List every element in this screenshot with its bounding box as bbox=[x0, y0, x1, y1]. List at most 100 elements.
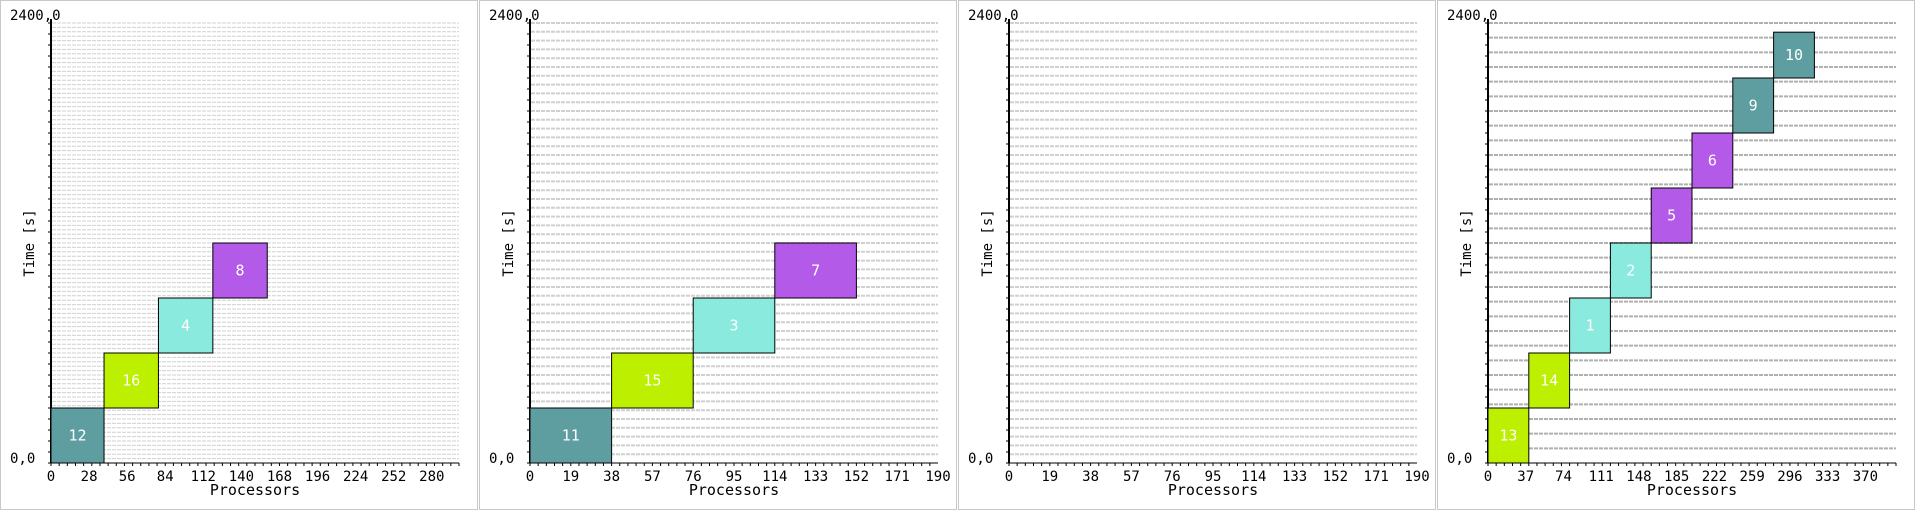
task-label: 5 bbox=[1667, 207, 1676, 225]
x-tick-label: 296 bbox=[1777, 469, 1802, 485]
task-label: 12 bbox=[68, 427, 86, 445]
task-block bbox=[1487, 407, 1530, 464]
origin-label: 0,0 bbox=[1447, 451, 1472, 467]
x-tick-label: 38 bbox=[1082, 469, 1099, 485]
task-label: 8 bbox=[236, 262, 245, 280]
x-tick-label: 148 bbox=[1626, 469, 1651, 485]
task-block bbox=[1609, 242, 1652, 299]
task-block bbox=[1528, 352, 1571, 409]
x-tick-label: 111 bbox=[1589, 469, 1614, 485]
x-axis-title: Processors bbox=[210, 481, 300, 499]
y-axis-title: Time [s] bbox=[22, 209, 38, 276]
gantt-chart-4: 0 37 74 111 148 185 222 259 296 333 3702400,00,0Pr… bbox=[1447, 8, 1897, 499]
task-block bbox=[1691, 132, 1734, 189]
x-tick-label: 224 bbox=[343, 469, 368, 485]
task-block bbox=[1569, 297, 1611, 354]
x-tick-label: 140 bbox=[229, 469, 254, 485]
task-label: 15 bbox=[643, 372, 661, 390]
y-top-label: 2400,0 bbox=[968, 8, 1019, 24]
x-tick-label: 0 bbox=[47, 469, 55, 485]
task-block bbox=[774, 242, 857, 299]
x-tick-label: 190 bbox=[925, 469, 950, 485]
x-tick-label: 171 bbox=[885, 469, 910, 485]
origin-label: 0,0 bbox=[968, 451, 993, 467]
x-tick-label: 57 bbox=[1123, 469, 1140, 485]
x-tick-label: 152 bbox=[844, 469, 869, 485]
x-tick-label: 152 bbox=[1323, 469, 1348, 485]
x-axis-title: Processors bbox=[1168, 481, 1258, 499]
x-tick-label: 38 bbox=[603, 469, 620, 485]
x-tick-label: 252 bbox=[381, 469, 406, 485]
gantt-panel-1: 0 28 56 84 112 140 168 196 224 252 280 2400,0 0,0 Pro… bbox=[0, 0, 478, 510]
x-tick-label: 95 bbox=[1205, 469, 1222, 485]
x-tick-label: 133 bbox=[1282, 469, 1307, 485]
origin-label: 0,0 bbox=[489, 451, 514, 467]
task-label: 1 bbox=[1585, 317, 1594, 335]
task-block bbox=[1732, 77, 1775, 134]
task-block bbox=[1773, 31, 1815, 79]
x-tick-label: 370 bbox=[1853, 469, 1878, 485]
x-axis-title: Processors bbox=[689, 481, 779, 499]
x-tick-label: 0 bbox=[1484, 469, 1492, 485]
x-tick-label: 114 bbox=[1241, 469, 1266, 485]
x-tick-label: 76 bbox=[685, 469, 702, 485]
task-block bbox=[692, 297, 776, 354]
x-tick-label: 37 bbox=[1517, 469, 1534, 485]
task-label: 4 bbox=[181, 317, 190, 335]
y-axis-title: Time [s] bbox=[1459, 209, 1475, 276]
task-label: 16 bbox=[122, 372, 140, 390]
task-block bbox=[103, 352, 159, 409]
gantt-panel-4: 0 37 74 111 148 185 222 259 296 333 370 2400,0 0,0 Pr… bbox=[1437, 0, 1915, 510]
x-tick-label: 133 bbox=[803, 469, 828, 485]
x-tick-label: 333 bbox=[1815, 469, 1840, 485]
task-label: 2 bbox=[1626, 262, 1635, 280]
task-block bbox=[611, 352, 694, 409]
x-tick-label: 0 bbox=[1005, 469, 1013, 485]
gantt-chart-1: 0 28 56 84 112 140 168 196 224 252 2802400,00,0Pro… bbox=[10, 8, 460, 499]
y-top-label: 2400,0 bbox=[489, 8, 540, 24]
x-tick-label: 74 bbox=[1555, 469, 1572, 485]
x-tick-label: 112 bbox=[191, 469, 216, 485]
x-tick-label: 95 bbox=[726, 469, 743, 485]
y-top-label: 2400,0 bbox=[1447, 8, 1498, 24]
y-top-label: 2400,0 bbox=[10, 8, 61, 24]
x-tick-label: 185 bbox=[1664, 469, 1689, 485]
x-tick-label: 259 bbox=[1740, 469, 1765, 485]
task-block bbox=[212, 242, 268, 299]
x-tick-label: 84 bbox=[157, 469, 174, 485]
task-label: 7 bbox=[811, 262, 820, 280]
gantt-panel-2: 0 19 38 57 76 95 114 133 152 171 190 2400,0 0,0 Proce… bbox=[479, 0, 957, 510]
x-axis-title: Processors bbox=[1647, 481, 1737, 499]
x-tick-label: 168 bbox=[267, 469, 292, 485]
task-block bbox=[50, 407, 105, 464]
task-block bbox=[157, 297, 214, 354]
x-tick-label: 280 bbox=[419, 469, 444, 485]
x-tick-label: 28 bbox=[81, 469, 98, 485]
task-block bbox=[529, 407, 613, 464]
origin-label: 0,0 bbox=[10, 451, 35, 467]
gantt-chart-3: 0 19 38 57 76 95 114 133 152 171 190 2400,0 0,0 Proce… bbox=[968, 8, 1430, 499]
gantt-panel-3: 0 19 38 57 76 95 114 133 152 171 190 2400,0 0,0 Proce… bbox=[958, 0, 1436, 510]
x-tick-label: 57 bbox=[644, 469, 661, 485]
gantt-chart-2: 0 19 38 57 76 95 114 133 152 171 190 2400,0 0,0 Proce… bbox=[489, 8, 951, 499]
task-label: 6 bbox=[1708, 152, 1717, 170]
x-tick-label: 76 bbox=[1164, 469, 1181, 485]
y-axis-title: Time [s] bbox=[980, 209, 996, 276]
task-block bbox=[1650, 187, 1693, 244]
task-label: 11 bbox=[562, 427, 580, 445]
x-tick-label: 114 bbox=[762, 469, 787, 485]
task-label: 14 bbox=[1540, 372, 1558, 390]
task-label: 10 bbox=[1785, 46, 1803, 64]
task-label: 3 bbox=[729, 317, 738, 335]
x-tick-label: 0 bbox=[526, 469, 534, 485]
y-axis-title: Time [s] bbox=[501, 209, 517, 276]
task-label: 9 bbox=[1749, 97, 1758, 115]
x-tick-label: 222 bbox=[1702, 469, 1727, 485]
x-tick-label: 19 bbox=[1041, 469, 1058, 485]
x-tick-label: 56 bbox=[119, 469, 136, 485]
task-label: 13 bbox=[1499, 427, 1517, 445]
x-tick-label: 190 bbox=[1404, 469, 1429, 485]
x-tick-label: 19 bbox=[562, 469, 579, 485]
x-tick-label: 196 bbox=[305, 469, 330, 485]
x-tick-label: 171 bbox=[1364, 469, 1389, 485]
